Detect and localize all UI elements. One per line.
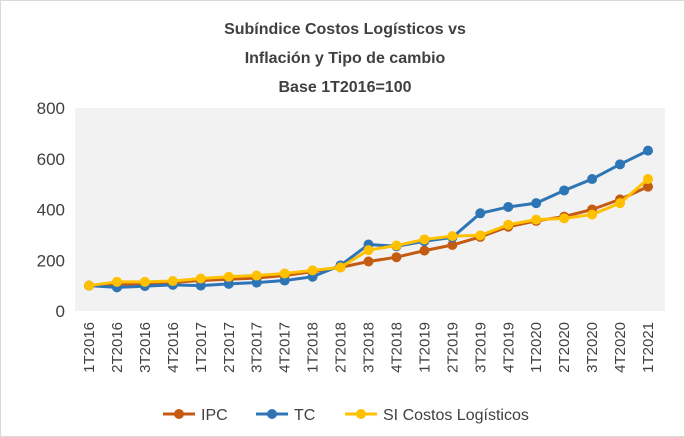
x-tick-label: 4T2019 (500, 322, 517, 373)
point (615, 198, 626, 209)
point (307, 265, 318, 276)
x-tick-label: 3T2019 (472, 322, 489, 373)
point (503, 201, 514, 212)
legend-marker (267, 409, 277, 419)
point (391, 240, 402, 251)
point (615, 159, 626, 170)
point (447, 231, 458, 242)
point (419, 234, 430, 245)
x-tick-label: 2T2017 (221, 322, 238, 373)
point (531, 214, 542, 225)
y-tick-label: 0 (56, 302, 65, 321)
point (643, 174, 653, 185)
point (559, 185, 570, 196)
x-tick-label: 1T2019 (416, 322, 433, 373)
legend-marker (174, 409, 184, 419)
x-tick-label: 1T2020 (528, 322, 545, 373)
point (251, 270, 262, 281)
point (195, 280, 206, 291)
y-tick-label: 400 (37, 201, 65, 220)
chart-title: Base 1T2016=100 (279, 79, 412, 96)
legend-label: SI Costos Logísticos (383, 407, 529, 424)
point (111, 276, 122, 287)
point (279, 275, 290, 286)
y-tick-label: 600 (37, 150, 65, 169)
x-tick-label: 1T2016 (81, 322, 98, 373)
point (279, 268, 290, 279)
chart-title: Subíndice Costos Logísticos vs (224, 21, 466, 38)
x-tick-label: 3T2018 (361, 322, 378, 373)
point (363, 256, 374, 267)
point (223, 271, 234, 282)
x-tick-label: 3T2017 (249, 322, 266, 373)
point (475, 230, 486, 241)
point (139, 276, 150, 287)
legend-marker (356, 409, 366, 419)
legend-label: IPC (201, 407, 228, 424)
x-tick-label: 2T2016 (109, 322, 126, 373)
x-tick-label: 1T2021 (640, 322, 657, 373)
x-tick-label: 4T2018 (388, 322, 405, 373)
point (391, 252, 402, 263)
x-tick-label: 1T2018 (305, 322, 322, 373)
point (223, 278, 234, 289)
point (475, 208, 486, 219)
chart-title: Inflación y Tipo de cambio (245, 50, 446, 67)
x-tick-label: 2T2018 (333, 322, 350, 373)
y-tick-label: 800 (37, 99, 65, 118)
x-tick-label: 4T2016 (165, 322, 182, 373)
point (587, 174, 598, 185)
x-tick-label: 3T2016 (137, 322, 154, 373)
point (335, 262, 346, 273)
point (419, 245, 430, 256)
point (643, 145, 653, 156)
point (447, 240, 458, 251)
point (503, 219, 514, 230)
point (167, 276, 178, 287)
point (531, 198, 542, 209)
point (84, 280, 94, 291)
point (559, 213, 570, 224)
point (363, 245, 374, 256)
y-tick-label: 200 (37, 251, 65, 270)
legend-label: TC (294, 407, 315, 424)
point (251, 277, 262, 288)
x-tick-label: 3T2020 (584, 322, 601, 373)
point (643, 181, 653, 192)
x-tick-label: 1T2017 (193, 322, 210, 373)
x-tick-label: 2T2019 (444, 322, 461, 373)
point (587, 209, 598, 220)
x-tick-label: 4T2020 (612, 322, 629, 373)
point (195, 273, 206, 284)
x-tick-label: 2T2020 (556, 322, 573, 373)
x-tick-label: 4T2017 (277, 322, 294, 373)
